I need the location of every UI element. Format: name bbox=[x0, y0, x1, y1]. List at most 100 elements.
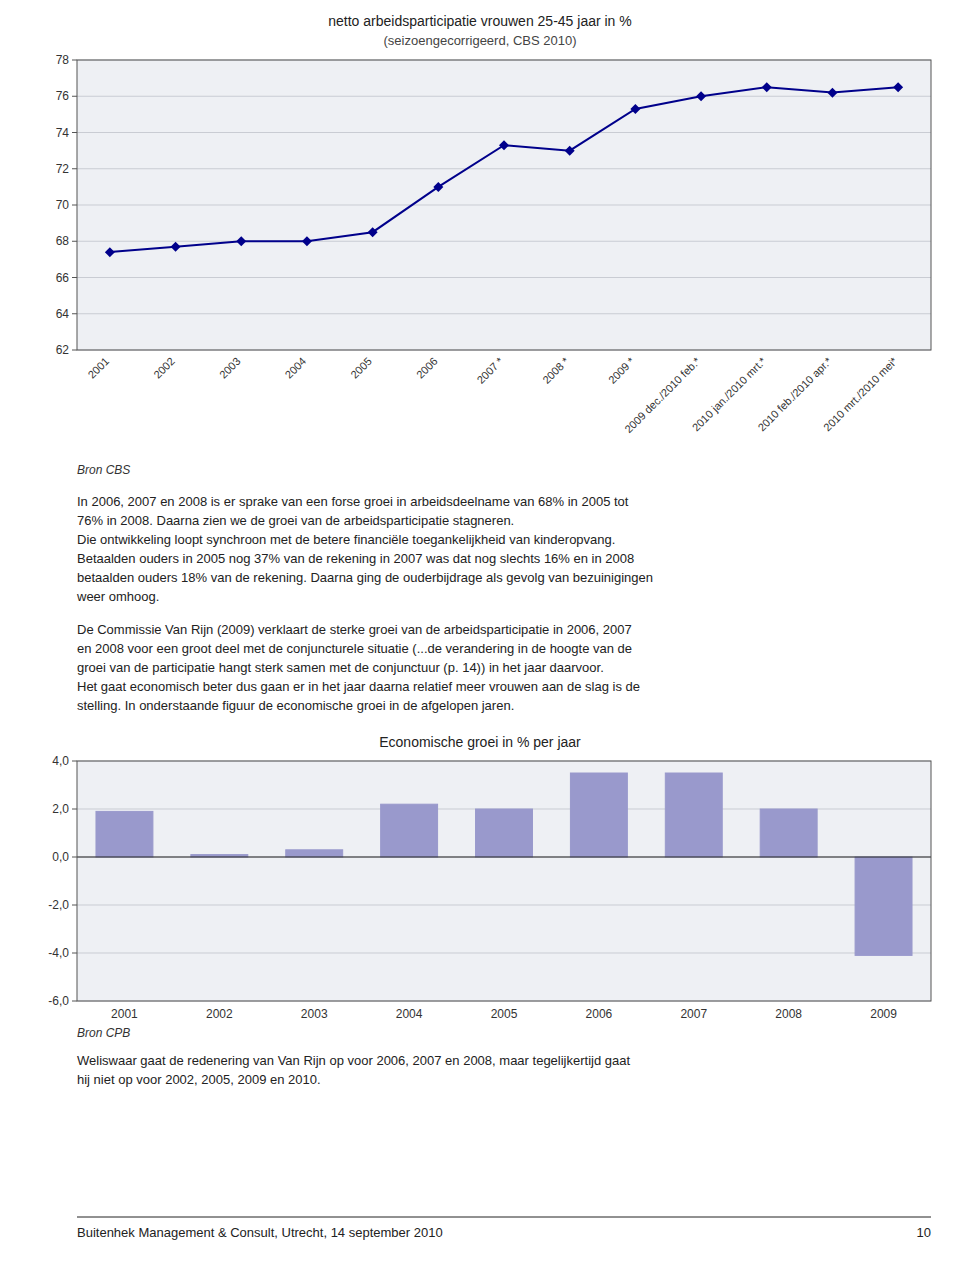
x-tick-label: 2005 bbox=[491, 1007, 518, 1021]
footer: Buitenhek Management & Consult, Utrecht,… bbox=[0, 1205, 960, 1265]
paragraph-line: hij niet op voor 2002, 2005, 2009 en 201… bbox=[77, 1070, 630, 1089]
paragraph-line: groei van de participatie hangt sterk sa… bbox=[77, 658, 640, 677]
y-tick-label: 78 bbox=[56, 53, 70, 67]
paragraph: De Commissie Van Rijn (2009) verklaart d… bbox=[77, 620, 640, 715]
plot-frame bbox=[77, 60, 931, 350]
y-tick bbox=[72, 168, 77, 169]
grid-line bbox=[77, 205, 931, 206]
x-tick-label: 2001 bbox=[85, 355, 111, 381]
grid-line bbox=[77, 953, 931, 954]
y-tick bbox=[72, 953, 77, 954]
paragraph-line: De Commissie Van Rijn (2009) verklaart d… bbox=[77, 620, 640, 639]
y-tick bbox=[72, 241, 77, 242]
line-chart: netto arbeidsparticipatie vrouwen 25-45 … bbox=[0, 0, 960, 482]
plot-frame bbox=[77, 761, 931, 1001]
paragraph: Weliswaar gaat de redenering van Van Rij… bbox=[77, 1051, 630, 1089]
source-label: Bron CPB bbox=[77, 1026, 130, 1040]
grid-line bbox=[77, 241, 931, 242]
paragraph-line: weer omhoog. bbox=[77, 587, 653, 606]
x-tick-label: 2009 bbox=[870, 1007, 897, 1021]
zero-line bbox=[77, 857, 931, 858]
y-tick bbox=[72, 350, 77, 351]
x-tick-label: 2004 bbox=[396, 1007, 423, 1021]
y-tick bbox=[72, 96, 77, 97]
marker bbox=[827, 88, 837, 98]
bar bbox=[760, 809, 817, 857]
x-tick-label: 2010 feb./2010 apr.* bbox=[755, 354, 834, 433]
x-tick-label: 2001 bbox=[111, 1007, 138, 1021]
y-tick-label: 64 bbox=[56, 307, 70, 321]
marker bbox=[630, 104, 640, 114]
paragraph-line: 76% in 2008. Daarna zien we de groei van… bbox=[77, 511, 653, 530]
bar bbox=[286, 850, 343, 857]
y-tick bbox=[72, 857, 77, 858]
x-tick-label: 2007 bbox=[680, 1007, 707, 1021]
bar bbox=[96, 811, 153, 857]
x-tick-label: 2004 bbox=[283, 355, 309, 381]
line bbox=[110, 87, 898, 252]
grid-line bbox=[77, 277, 931, 278]
y-tick bbox=[72, 132, 77, 133]
y-tick bbox=[72, 205, 77, 206]
x-tick-label: 2008 bbox=[775, 1007, 802, 1021]
marker bbox=[893, 82, 903, 92]
y-tick bbox=[72, 313, 77, 314]
y-tick-label: -6,0 bbox=[48, 994, 69, 1008]
bar bbox=[855, 857, 912, 955]
paragraph-line: en 2008 voor een groot deel met de conju… bbox=[77, 639, 640, 658]
bar bbox=[570, 773, 627, 857]
paragraph-line: Het gaat economisch beter dus gaan er in… bbox=[77, 677, 640, 696]
x-tick-label: 2002 bbox=[206, 1007, 233, 1021]
y-tick bbox=[72, 809, 77, 810]
x-tick-label: 2007 * bbox=[474, 354, 505, 385]
y-tick bbox=[72, 905, 77, 906]
page-number: 10 bbox=[917, 1225, 931, 1240]
x-tick-label: 2006 bbox=[586, 1007, 613, 1021]
grid-line bbox=[77, 168, 931, 169]
x-tick-label: 2010 jan./2010 mrt.* bbox=[690, 354, 769, 433]
plot-background bbox=[77, 60, 931, 350]
y-tick bbox=[72, 761, 77, 762]
paragraph-line: Die ontwikkeling loopt synchroon met de … bbox=[77, 530, 653, 549]
chart-subtitle: (seizoengecorrigeerd, CBS 2010) bbox=[384, 33, 577, 48]
source-label: Bron CBS bbox=[77, 463, 130, 477]
marker bbox=[302, 236, 312, 246]
marker bbox=[433, 182, 443, 192]
grid-line bbox=[77, 132, 931, 133]
x-tick-label: 2003 bbox=[301, 1007, 328, 1021]
y-tick bbox=[72, 60, 77, 61]
x-tick-label: 2003 bbox=[217, 355, 243, 381]
y-tick-label: 4,0 bbox=[52, 754, 69, 768]
footer-text: Buitenhek Management & Consult, Utrecht,… bbox=[77, 1225, 443, 1240]
x-tick-label: 2008 * bbox=[540, 354, 571, 385]
paragraph-line: Weliswaar gaat de redenering van Van Rij… bbox=[77, 1051, 630, 1070]
y-tick-label: 68 bbox=[56, 234, 70, 248]
plot-background bbox=[77, 761, 931, 1001]
y-tick-label: 66 bbox=[56, 271, 70, 285]
marker bbox=[499, 140, 509, 150]
marker bbox=[696, 91, 706, 101]
x-tick-label: 2002 bbox=[151, 355, 177, 381]
marker bbox=[171, 242, 181, 252]
paragraph-line: stelling. In onderstaande figuur de econ… bbox=[77, 696, 640, 715]
chart-title: Economische groei in % per jaar bbox=[379, 734, 581, 750]
marks bbox=[105, 82, 903, 257]
y-tick-label: 2,0 bbox=[52, 802, 69, 816]
paragraph-line: betaalden ouders 18% van de rekening. Da… bbox=[77, 568, 653, 587]
chart-title: netto arbeidsparticipatie vrouwen 25-45 … bbox=[328, 13, 632, 29]
marker bbox=[105, 247, 115, 257]
grid-line bbox=[77, 857, 931, 858]
grid-line bbox=[77, 313, 931, 314]
y-tick-label: 70 bbox=[56, 198, 70, 212]
x-tick-label: 2010 mrt./2010 mei* bbox=[821, 354, 900, 433]
grid-line bbox=[77, 96, 931, 97]
page: netto arbeidsparticipatie vrouwen 25-45 … bbox=[0, 0, 960, 1270]
y-tick-label: -4,0 bbox=[48, 946, 69, 960]
y-tick-label: 76 bbox=[56, 89, 70, 103]
paragraph: In 2006, 2007 en 2008 is er sprake van e… bbox=[77, 492, 653, 606]
y-tick bbox=[72, 277, 77, 278]
bar-chart: Economische groei in % per jaar-6,0-4,0-… bbox=[0, 729, 960, 1041]
y-tick-label: 62 bbox=[56, 343, 70, 357]
y-tick-label: 74 bbox=[56, 126, 70, 140]
paragraph-line: In 2006, 2007 en 2008 is er sprake van e… bbox=[77, 492, 653, 511]
